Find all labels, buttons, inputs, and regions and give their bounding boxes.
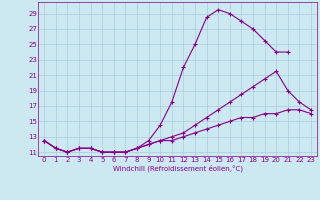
X-axis label: Windchill (Refroidissement éolien,°C): Windchill (Refroidissement éolien,°C)	[113, 165, 243, 172]
